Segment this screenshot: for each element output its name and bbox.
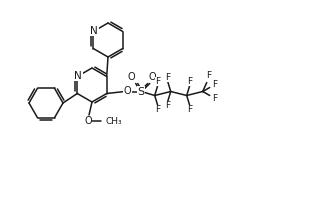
Text: N: N: [90, 26, 98, 35]
Text: F: F: [165, 101, 170, 110]
Text: F: F: [212, 94, 217, 103]
Text: O: O: [128, 71, 136, 82]
Text: F: F: [187, 105, 192, 114]
Text: F: F: [155, 105, 160, 114]
Text: O: O: [84, 116, 92, 126]
Text: F: F: [187, 77, 192, 86]
Text: S: S: [137, 87, 144, 96]
Text: O: O: [149, 71, 156, 82]
Text: N: N: [74, 70, 82, 81]
Text: F: F: [155, 77, 160, 86]
Text: F: F: [212, 80, 217, 89]
Text: F: F: [206, 71, 211, 80]
Text: CH₃: CH₃: [106, 116, 123, 126]
Text: F: F: [165, 73, 170, 82]
Text: O: O: [124, 86, 131, 95]
